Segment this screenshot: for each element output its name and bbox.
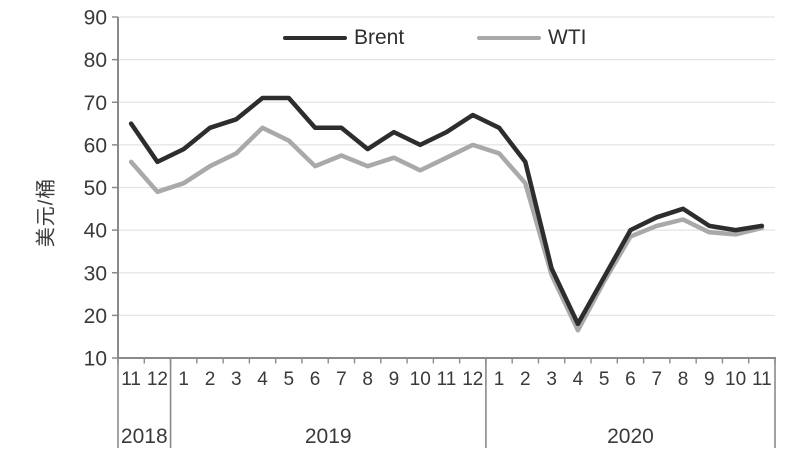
x-month-label: 12	[462, 369, 483, 390]
x-month-label: 5	[284, 369, 295, 390]
x-month-label: 8	[362, 369, 373, 390]
x-month-label: 5	[599, 369, 610, 390]
x-month-label: 1	[178, 369, 189, 390]
brent-line	[128, 95, 765, 327]
wti-line	[128, 125, 765, 333]
x-month-label: 7	[336, 369, 347, 390]
x-month-label: 2	[520, 369, 531, 390]
y-axis-tick-label: 20	[84, 305, 107, 328]
x-month-label: 6	[310, 369, 321, 390]
x-month-label: 3	[231, 369, 242, 390]
y-axis-tick-label: 90	[84, 7, 107, 30]
y-axis-tick-label: 30	[84, 262, 107, 285]
y-axis-tick-label: 70	[84, 92, 107, 115]
y-axis-tick-label: 10	[84, 348, 107, 371]
x-month-label: 11	[121, 369, 141, 390]
x-month-label: 8	[678, 369, 689, 390]
year-label: 2020	[607, 425, 654, 448]
x-month-label: 6	[625, 369, 636, 390]
year-label: 2018	[121, 425, 168, 448]
x-month-label: 4	[257, 369, 268, 390]
x-month-label: 1	[494, 369, 505, 390]
x-month-label: 11	[437, 369, 457, 390]
x-month-label: 10	[410, 369, 431, 390]
x-month-label: 7	[651, 369, 662, 390]
year-label: 2019	[305, 425, 352, 448]
y-axis-tick-label: 40	[84, 220, 107, 243]
x-month-label: 9	[389, 369, 400, 390]
y-axis-tick-label: 50	[84, 177, 107, 200]
y-axis-title: 美元/桶	[35, 177, 58, 248]
y-axis-tick-label: 80	[84, 49, 107, 72]
x-month-label: 4	[573, 369, 584, 390]
x-month-label: 3	[546, 369, 557, 390]
x-month-label: 2	[205, 369, 216, 390]
x-month-label: 9	[704, 369, 715, 390]
x-month-label: 12	[147, 369, 168, 390]
y-axis-tick-label: 60	[84, 134, 107, 157]
x-month-label: 11	[752, 369, 772, 390]
x-month-label: 10	[725, 369, 746, 390]
